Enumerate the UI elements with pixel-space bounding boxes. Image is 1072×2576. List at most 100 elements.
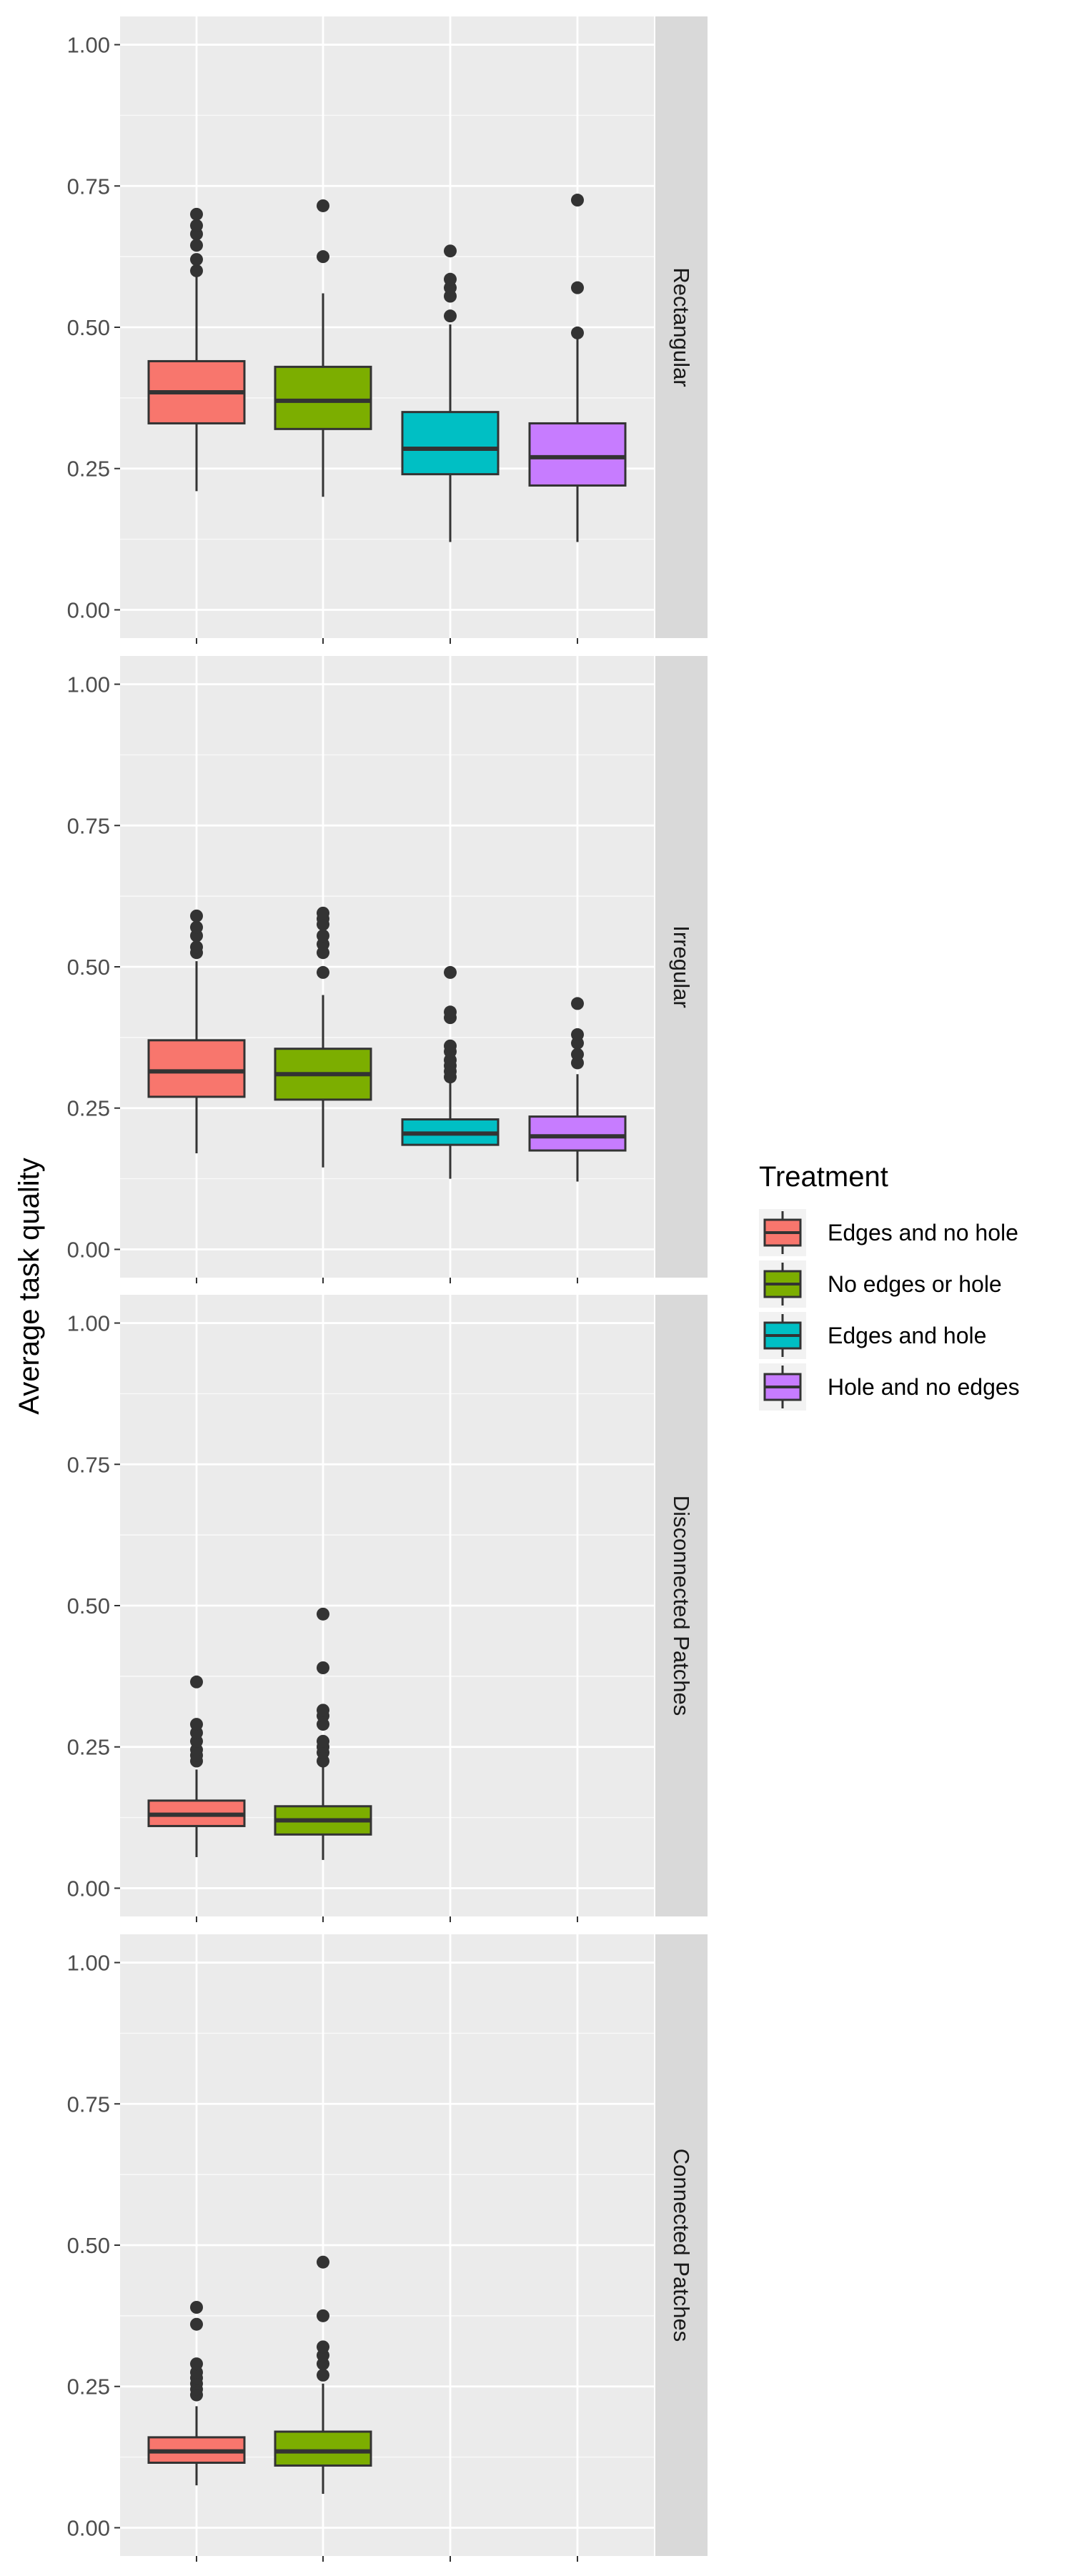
- boxplot: [401, 244, 500, 542]
- legend-label: Hole and no edges: [828, 1374, 1020, 1400]
- boxplot: [147, 207, 246, 492]
- y-tick-label: 0.00: [67, 1876, 110, 1901]
- outlier-point: [317, 1704, 329, 1717]
- box-iqr: [274, 365, 372, 430]
- box-iqr: [528, 1115, 627, 1152]
- outlier-point: [190, 1675, 203, 1689]
- outlier-point: [190, 2357, 203, 2371]
- outlier-point: [190, 253, 203, 267]
- outlier-point: [571, 1028, 584, 1041]
- y-tick-label: 1.00: [67, 33, 110, 58]
- boxplot: [528, 997, 627, 1182]
- outlier-point: [571, 1048, 584, 1061]
- outlier-point: [190, 1718, 203, 1731]
- y-tick-label: 0.25: [67, 2374, 110, 2400]
- outlier-point: [317, 199, 329, 212]
- outlier-point: [444, 309, 457, 323]
- boxplot: [274, 906, 372, 1168]
- outlier-point: [317, 2255, 329, 2269]
- outlier-point: [190, 239, 203, 252]
- y-axis-title: Average task quality: [14, 1158, 45, 1414]
- legend-entry: Edges and hole: [759, 1312, 986, 1359]
- facet-strip-label: Disconnected Patches: [669, 1496, 694, 1716]
- outlier-point: [317, 2309, 329, 2322]
- y-tick-label: 0.75: [67, 174, 110, 199]
- y-tick-label: 0.50: [67, 315, 110, 340]
- facet-strip: [655, 656, 708, 1278]
- outlier-point: [444, 244, 457, 258]
- outlier-point: [317, 2340, 329, 2354]
- boxplot: [147, 909, 246, 1153]
- facet-panel: 0.00 0.25 0.50 0.75 1.00 Disconnected Patches: [67, 1295, 708, 1922]
- y-tick-label: 0.00: [67, 597, 110, 622]
- y-tick-label: 1.00: [67, 1311, 110, 1336]
- y-tick-label: 0.75: [67, 813, 110, 838]
- y-tick-label: 0.00: [67, 2515, 110, 2540]
- y-tick-label: 0.75: [67, 1452, 110, 1477]
- outlier-point: [444, 965, 457, 979]
- outlier-point: [190, 207, 203, 221]
- outlier-point: [190, 264, 203, 277]
- y-tick-label: 0.75: [67, 2092, 110, 2117]
- facet-strip-label: Connected Patches: [669, 2149, 694, 2342]
- outlier-point: [190, 2317, 203, 2331]
- boxplot: [274, 1607, 372, 1860]
- y-tick-label: 0.50: [67, 2233, 110, 2258]
- legend-label: Edges and no hole: [828, 1220, 1018, 1245]
- outlier-point: [190, 909, 203, 923]
- y-tick-label: 0.25: [67, 1096, 110, 1121]
- outlier-point: [190, 219, 203, 232]
- facet-panel: 0.00 0.25 0.50 0.75 1.00 Rectangular: [67, 16, 708, 644]
- y-tick-label: 0.25: [67, 457, 110, 482]
- y-tick-label: 0.00: [67, 1237, 110, 1262]
- facet-strip: [655, 1934, 708, 2556]
- legend-entry: No edges or hole: [759, 1260, 1002, 1308]
- facet-strip-label: Irregular: [669, 925, 694, 1008]
- facet-strip-label: Rectangular: [669, 267, 694, 387]
- outlier-point: [317, 2368, 329, 2382]
- y-tick-label: 1.00: [67, 1951, 110, 1976]
- outlier-point: [190, 2301, 203, 2314]
- boxplot: [274, 199, 372, 497]
- outlier-point: [571, 997, 584, 1010]
- outlier-point: [317, 1661, 329, 1674]
- box-iqr: [274, 2430, 372, 2467]
- y-tick-label: 1.00: [67, 672, 110, 697]
- outlier-point: [317, 1734, 329, 1748]
- legend-label: No edges or hole: [828, 1271, 1002, 1297]
- legend: Treatment Edges and no hole No edges or ho…: [759, 1161, 1020, 1411]
- outlier-point: [444, 1005, 457, 1019]
- y-tick-label: 0.50: [67, 1593, 110, 1618]
- facet-panel: 0.00 0.25 0.50 0.75 1.00 Irregular: [67, 656, 708, 1283]
- outlier-point: [317, 965, 329, 979]
- y-tick-label: 0.50: [67, 955, 110, 980]
- box-iqr: [147, 1039, 246, 1098]
- boxplot: [528, 194, 627, 542]
- facet-strip: [655, 1295, 708, 1916]
- legend-label: Edges and hole: [828, 1323, 986, 1348]
- boxplot: [401, 965, 500, 1179]
- boxplot: [147, 2301, 246, 2486]
- outlier-point: [444, 1039, 457, 1053]
- outlier-point: [317, 906, 329, 920]
- legend-title: Treatment: [759, 1161, 888, 1193]
- boxplot: [147, 1675, 246, 1857]
- outlier-point: [571, 281, 584, 294]
- box-iqr: [528, 422, 627, 487]
- legend-entry: Edges and no hole: [759, 1209, 1018, 1256]
- outlier-point: [444, 272, 457, 286]
- box-iqr: [401, 411, 500, 476]
- outlier-point: [190, 940, 203, 954]
- outlier-point: [317, 250, 329, 264]
- boxplot: [274, 2255, 372, 2494]
- outlier-point: [571, 194, 584, 207]
- y-tick-label: 0.25: [67, 1735, 110, 1760]
- outlier-point: [571, 326, 584, 339]
- facet-panel: 0.00 0.25 0.50 0.75 1.00 Connected Patches: [67, 1934, 708, 2562]
- outlier-point: [190, 920, 203, 934]
- legend-entry: Hole and no edges: [759, 1363, 1020, 1411]
- outlier-point: [317, 1607, 329, 1621]
- facet-strip: [655, 16, 708, 638]
